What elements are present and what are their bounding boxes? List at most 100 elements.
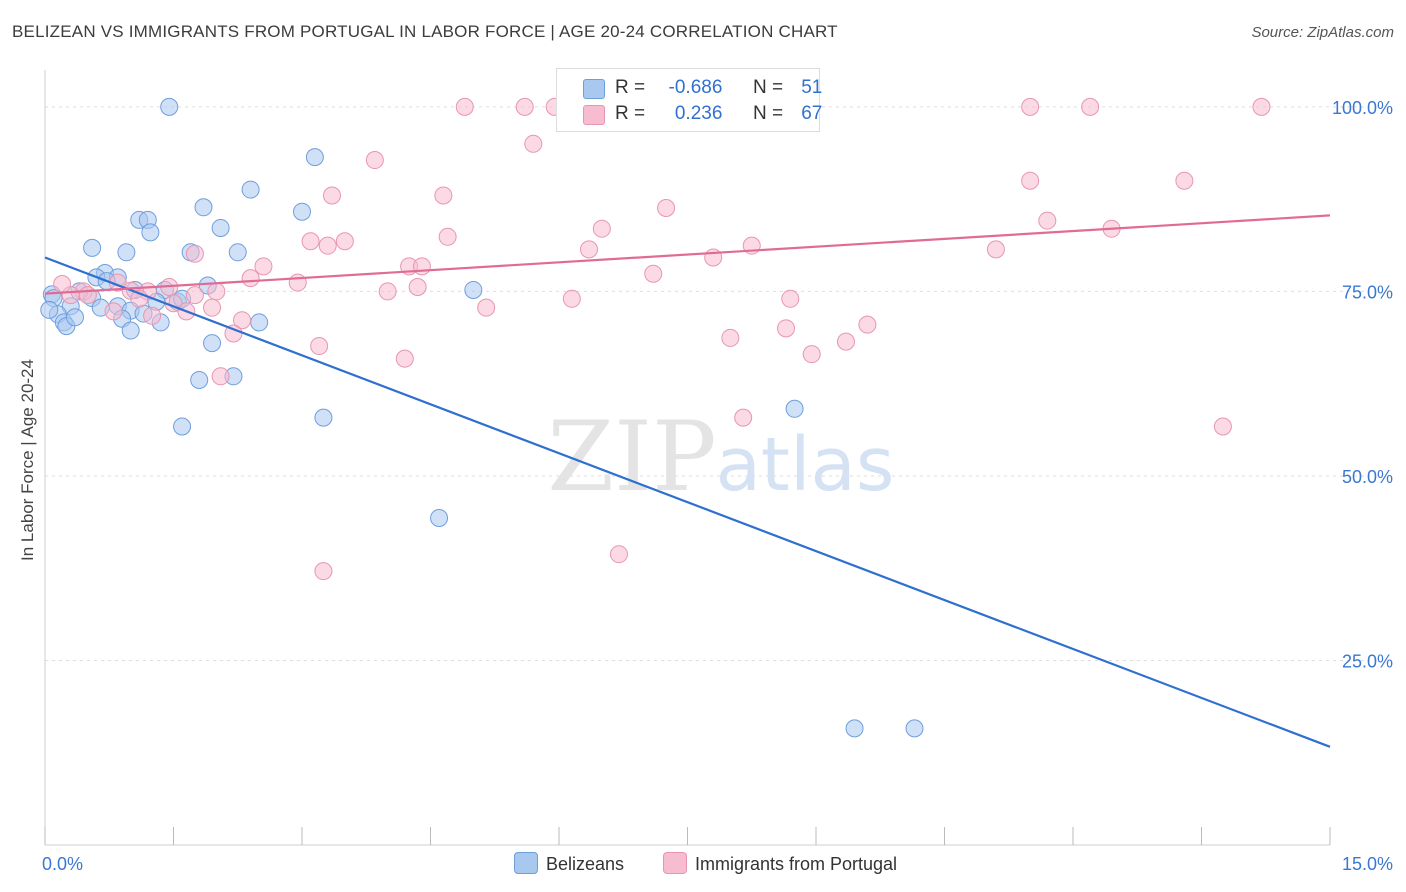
r-value-belizeans: -0.686 — [668, 77, 723, 98]
point-portugal-14 — [1038, 211, 1057, 230]
point-belizeans-45 — [40, 300, 59, 319]
point-portugal-36 — [378, 282, 397, 301]
legend-item-belizeans[interactable]: Belizeans — [514, 852, 624, 875]
point-portugal-15 — [592, 219, 611, 238]
point-portugal-8 — [365, 151, 384, 170]
point-belizeans-12 — [228, 243, 247, 262]
point-portugal-57 — [310, 337, 329, 356]
point-portugal-6 — [1252, 97, 1271, 116]
trend-line-portugal — [44, 214, 1331, 295]
n-value-portugal: 67 — [801, 103, 823, 124]
point-portugal-59 — [395, 349, 414, 368]
y-tick-label-1: 50.0% — [1342, 467, 1393, 487]
point-portugal-41 — [78, 286, 97, 305]
y-tick-label-2: 75.0% — [1342, 282, 1393, 302]
point-portugal-20 — [318, 236, 337, 255]
point-portugal-18 — [301, 232, 320, 251]
point-portugal-60 — [211, 367, 230, 386]
point-portugal-58 — [802, 345, 821, 364]
watermark-zip: ZIP — [547, 401, 716, 513]
point-portugal-19 — [335, 232, 354, 251]
point-belizeans-0 — [160, 97, 179, 116]
point-portugal-5 — [1081, 97, 1100, 116]
legend-item-portugal[interactable]: Immigrants from Portugal — [663, 852, 897, 875]
point-portugal-26 — [254, 257, 273, 276]
point-belizeans-7 — [211, 218, 230, 237]
point-portugal-22 — [579, 240, 598, 259]
point-belizeans-39 — [785, 399, 804, 418]
point-portugal-54 — [777, 319, 796, 338]
legend-swatch-portugal — [583, 105, 605, 125]
point-portugal-31 — [288, 273, 307, 292]
point-portugal-29 — [644, 264, 663, 283]
point-portugal-65 — [53, 275, 72, 294]
point-portugal-10 — [1175, 171, 1194, 190]
tick-labels: 25.0% 50.0% 75.0% 100.0% 0.0% 15.0% — [42, 98, 1393, 874]
axes — [44, 70, 1331, 846]
point-belizeans-48 — [65, 308, 84, 327]
watermark-atlas: atlas — [716, 422, 895, 508]
point-portugal-0 — [455, 97, 474, 116]
point-belizeans-2 — [241, 180, 260, 199]
point-belizeans-44 — [905, 719, 924, 738]
x-tick-label-1: 15.0% — [1342, 854, 1393, 874]
point-portugal-53 — [858, 315, 877, 334]
point-belizeans-38 — [190, 371, 209, 389]
point-portugal-39 — [207, 282, 226, 301]
point-belizeans-36 — [203, 334, 222, 353]
point-belizeans-40 — [314, 408, 333, 427]
point-belizeans-42 — [430, 509, 449, 528]
point-portugal-42 — [185, 286, 204, 305]
point-portugal-30 — [241, 269, 260, 288]
n-label: N = — [752, 77, 784, 98]
point-belizeans-9 — [83, 238, 102, 257]
point-portugal-44 — [781, 289, 800, 308]
r-value-portugal: 0.236 — [674, 103, 723, 124]
source-label: Source: ZipAtlas.com — [1251, 24, 1394, 41]
legend-swatch-belizeans — [514, 852, 538, 874]
point-belizeans-41 — [173, 417, 192, 436]
legend-swatch-portugal — [663, 852, 687, 874]
point-belizeans-35 — [121, 321, 140, 340]
y-tick-label-0: 25.0% — [1342, 651, 1393, 671]
legend-swatch-belizeans — [583, 79, 605, 99]
n-value-belizeans: 51 — [801, 77, 823, 98]
point-belizeans-1 — [305, 148, 324, 167]
point-portugal-48 — [477, 298, 496, 317]
point-portugal-63 — [609, 545, 628, 564]
point-belizeans-33 — [250, 313, 269, 332]
r-label: R = — [615, 103, 646, 124]
chart-title: BELIZEAN VS IMMIGRANTS FROM PORTUGAL IN … — [12, 22, 838, 41]
y-axis-label: In Labor Force | Age 20-24 — [18, 359, 37, 561]
point-portugal-28 — [412, 257, 431, 276]
point-belizeans-43 — [845, 719, 864, 738]
point-portugal-43 — [562, 289, 581, 308]
stats-legend: R = -0.686 N = 51 R = 0.236 N = 67 — [556, 68, 823, 132]
point-portugal-62 — [1213, 417, 1232, 436]
point-portugal-24 — [185, 244, 204, 263]
point-portugal-9 — [1021, 171, 1040, 190]
legend-label-belizeans: Belizeans — [546, 854, 625, 874]
point-portugal-47 — [104, 302, 123, 321]
point-portugal-13 — [657, 199, 676, 218]
point-belizeans-3 — [194, 198, 213, 217]
trend-lines — [44, 214, 1331, 748]
point-portugal-1 — [515, 97, 534, 116]
point-portugal-46 — [203, 298, 222, 317]
point-portugal-37 — [408, 278, 427, 296]
point-belizeans-20 — [464, 280, 483, 299]
point-portugal-17 — [438, 227, 457, 246]
point-portugal-11 — [322, 186, 341, 205]
point-belizeans-4 — [293, 202, 311, 221]
point-portugal-23 — [986, 240, 1005, 259]
r-label: R = — [615, 77, 646, 98]
point-portugal-61 — [734, 408, 753, 427]
point-portugal-56 — [836, 332, 855, 351]
point-portugal-7 — [524, 134, 543, 153]
point-portugal-51 — [233, 311, 252, 330]
point-belizeans-8 — [141, 223, 160, 242]
point-belizeans-10 — [117, 243, 136, 262]
trend-line-belizeans — [44, 256, 1331, 748]
y-tick-label-3: 100.0% — [1332, 98, 1393, 118]
